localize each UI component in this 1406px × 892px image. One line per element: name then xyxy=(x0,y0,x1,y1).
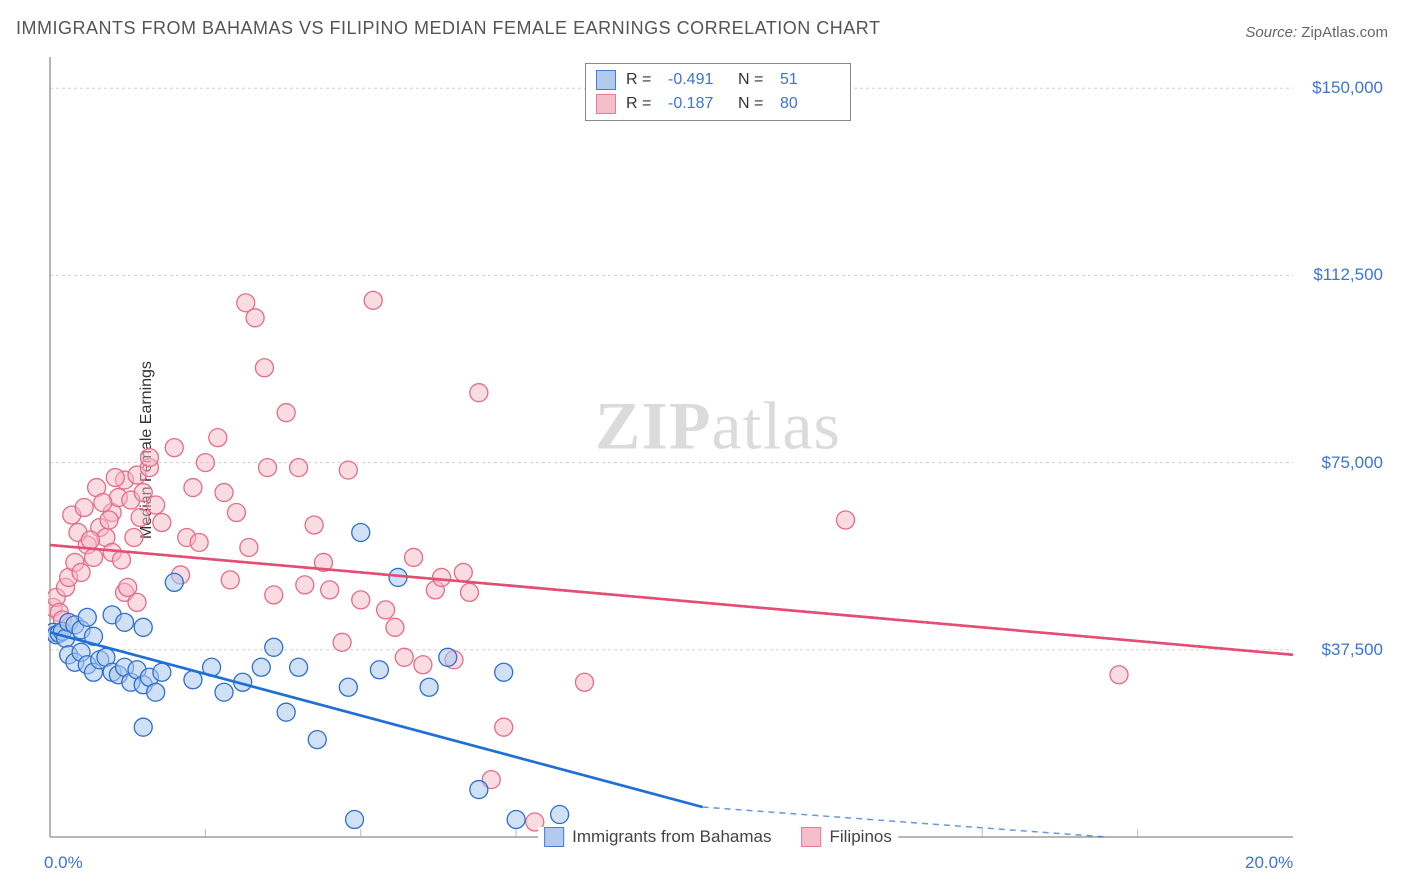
y-tick-label: $75,000 xyxy=(1322,453,1383,473)
legend-swatch xyxy=(596,94,616,114)
y-tick-label: $112,500 xyxy=(1313,265,1383,285)
series-legend: Immigrants from Bahamas Filipinos xyxy=(538,827,898,847)
y-tick-label: $37,500 xyxy=(1322,640,1383,660)
series-legend-label: Immigrants from Bahamas xyxy=(572,827,771,847)
watermark-zip: ZIP xyxy=(595,388,711,464)
x-tick-label-min: 0.0% xyxy=(44,853,83,873)
correlation-legend-row: R = -0.187 N = 80 xyxy=(596,92,840,116)
source-attribution: Source: ZipAtlas.com xyxy=(1245,24,1388,41)
chart-container: IMMIGRANTS FROM BAHAMAS VS FILIPINO MEDI… xyxy=(0,0,1406,892)
series-legend-label: Filipinos xyxy=(829,827,891,847)
legend-swatch xyxy=(544,827,564,847)
source-label: Source: xyxy=(1245,24,1297,41)
legend-n-value: 80 xyxy=(780,95,840,113)
legend-r-value: -0.187 xyxy=(668,95,728,113)
legend-swatch xyxy=(801,827,821,847)
legend-r-value: -0.491 xyxy=(668,71,728,89)
legend-r-label: R = xyxy=(626,95,658,113)
correlation-legend-row: R = -0.491 N = 51 xyxy=(596,68,840,92)
legend-n-value: 51 xyxy=(780,71,840,89)
chart-title: IMMIGRANTS FROM BAHAMAS VS FILIPINO MEDI… xyxy=(16,18,880,39)
chart-area: Median Female Earnings ZIPatlas R =-0.49… xyxy=(48,55,1388,845)
x-tick-label-max: 20.0% xyxy=(1245,853,1293,873)
y-tick-label: $150,000 xyxy=(1312,78,1383,98)
series-legend-item: Immigrants from Bahamas xyxy=(544,827,771,847)
legend-n-label: N = xyxy=(738,95,770,113)
source-name: ZipAtlas.com xyxy=(1301,24,1388,41)
watermark-atlas: atlas xyxy=(711,388,841,464)
correlation-legend: R = -0.491 N = 51 R = -0.187 N = 80 xyxy=(585,63,851,121)
legend-n-label: N = xyxy=(738,71,770,89)
legend-swatch xyxy=(596,70,616,90)
series-legend-item: Filipinos xyxy=(801,827,891,847)
legend-r-label: R = xyxy=(626,71,658,89)
watermark: ZIPatlas xyxy=(595,387,841,466)
